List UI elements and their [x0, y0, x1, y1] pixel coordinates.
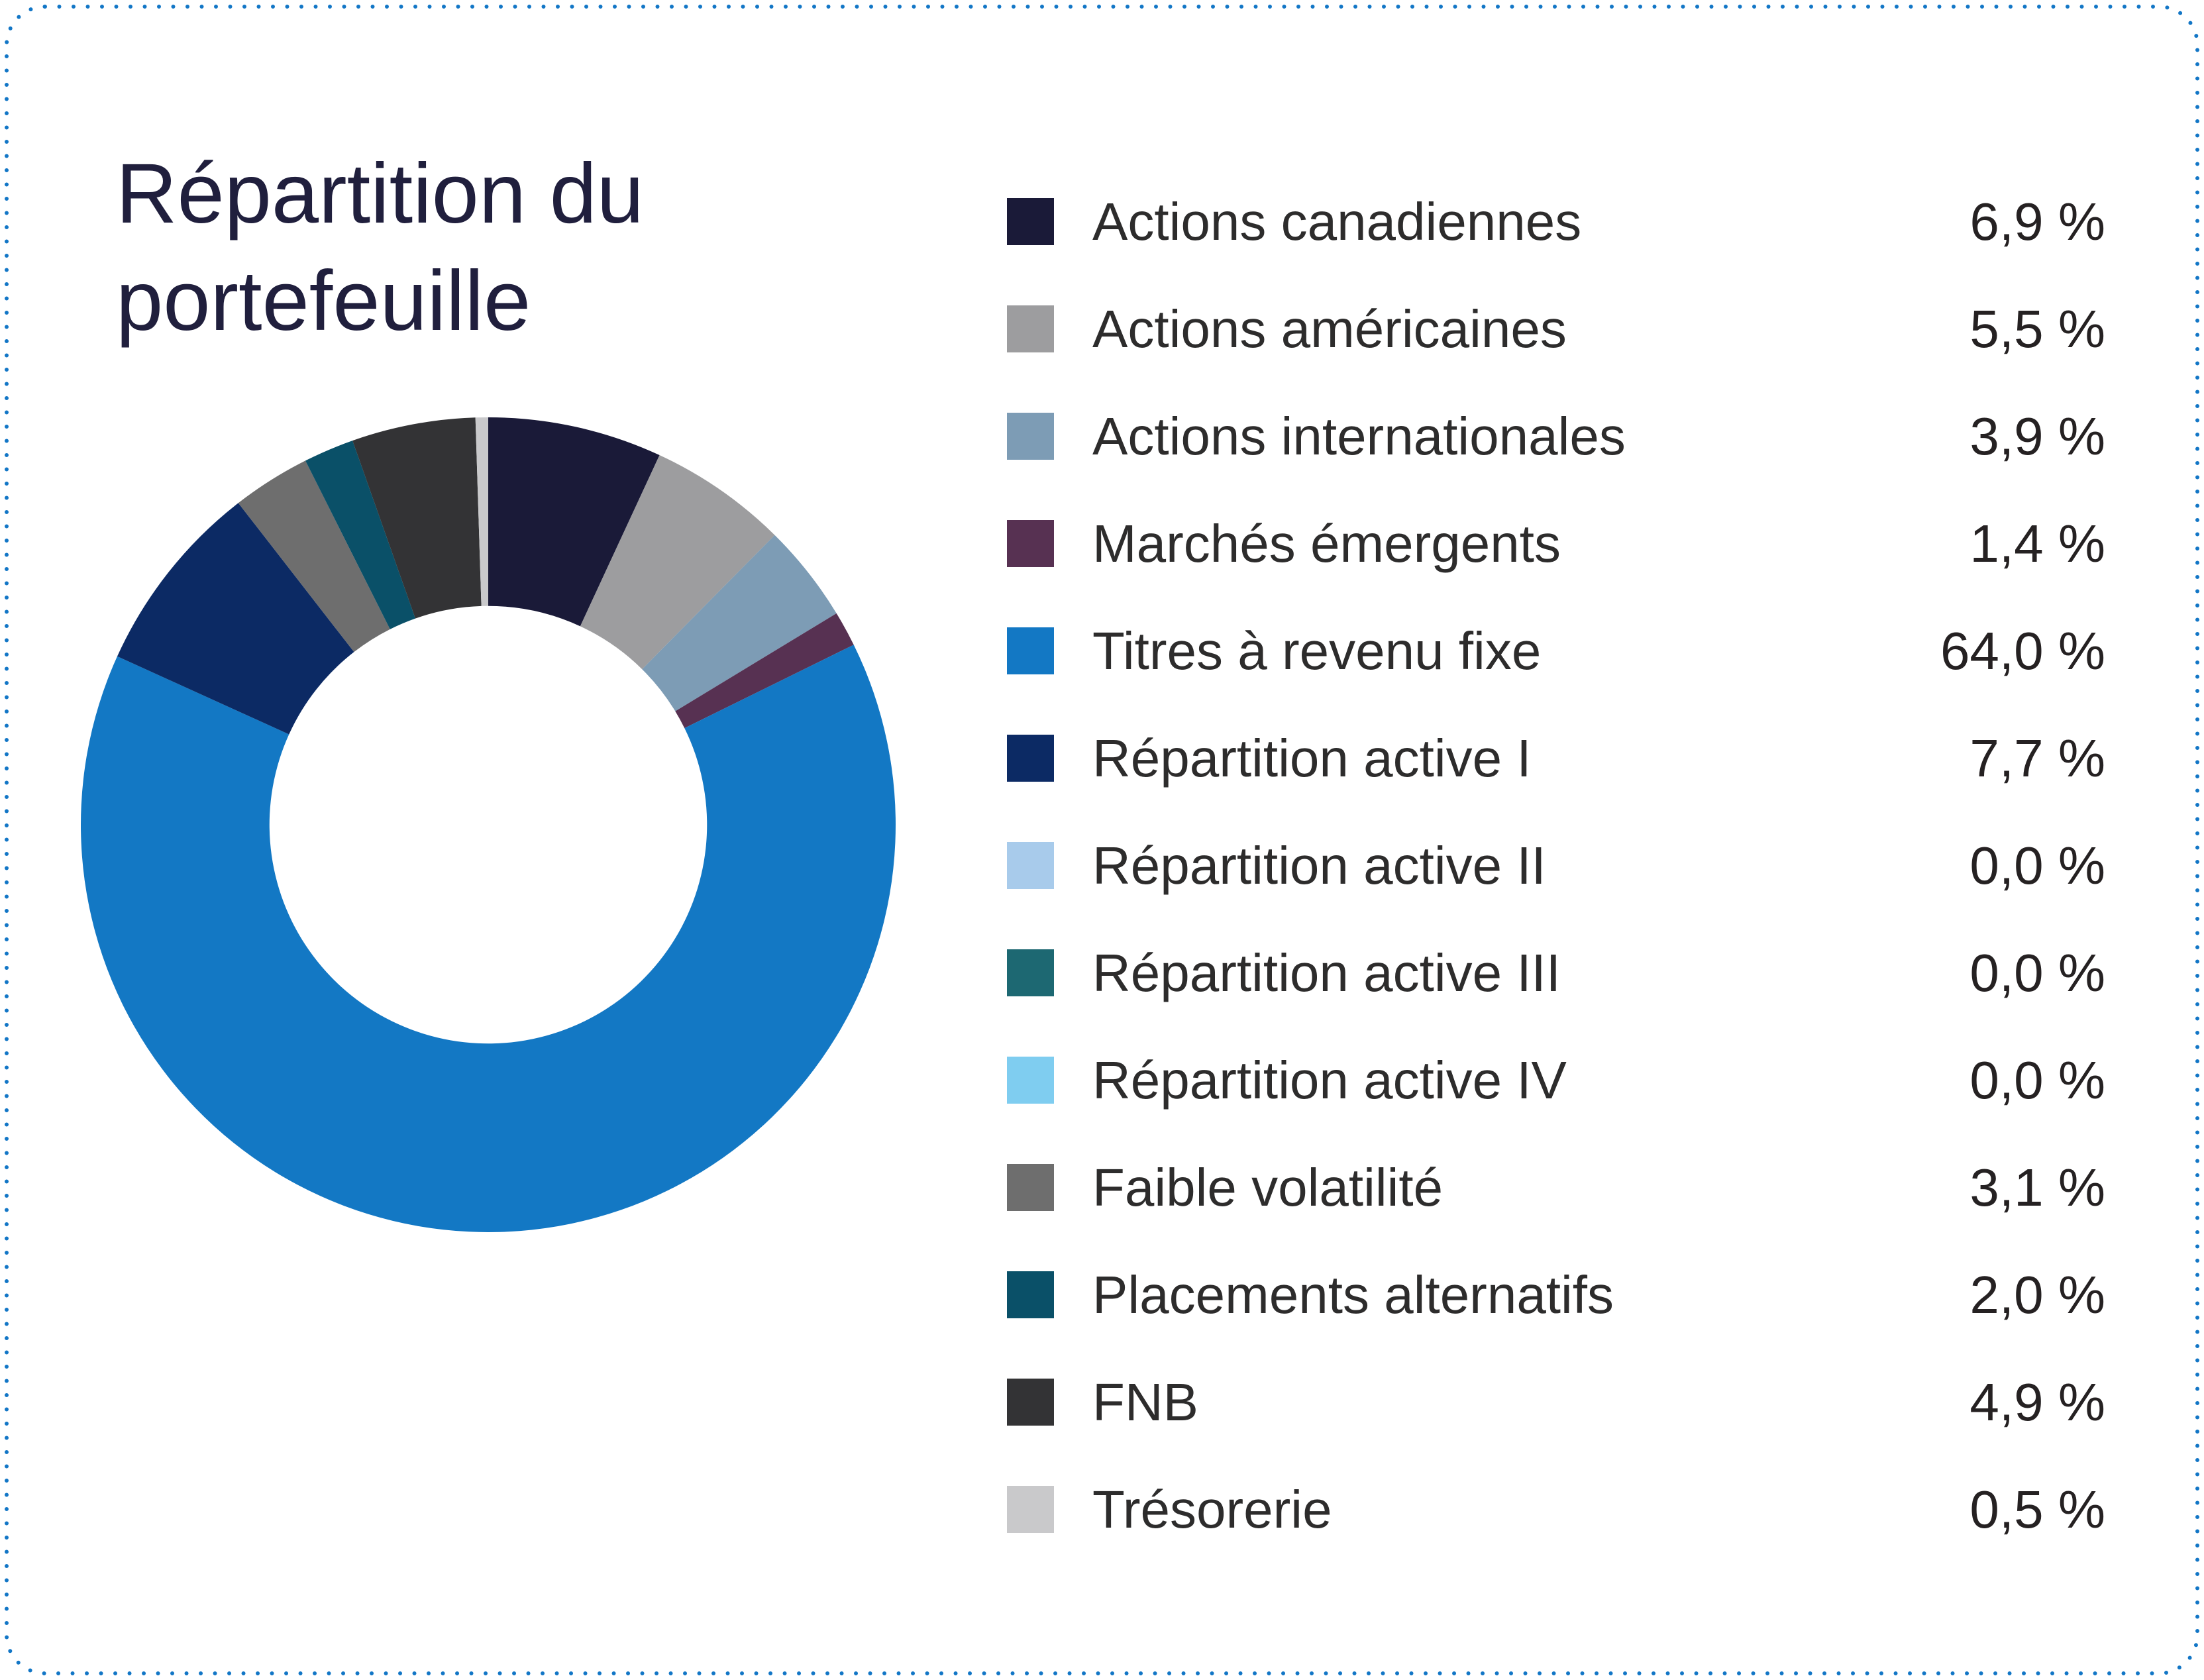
page-title: Répartition du portefeuille: [116, 140, 944, 355]
legend-label: Répartition active IV: [1092, 1050, 1567, 1110]
legend-label: Trésorerie: [1092, 1479, 1332, 1539]
legend-label: Répartition active III: [1092, 943, 1561, 1002]
legend-item: Actions internationales 3,9 %: [1007, 407, 2105, 466]
legend-swatch: [1007, 520, 1054, 567]
legend-item: Répartition active IV 0,0 %: [1007, 1051, 2105, 1110]
legend-swatch: [1007, 1486, 1054, 1533]
legend-label: Répartition active I: [1092, 728, 1532, 788]
donut-segment: [488, 417, 660, 627]
legend-label: Actions canadiennes: [1092, 191, 1582, 251]
legend-item: Actions canadiennes 6,9 %: [1007, 192, 2105, 251]
donut-segment: [642, 535, 837, 711]
page-title-line2: portefeuille: [116, 254, 531, 348]
legend-item: Trésorerie 0,5 %: [1007, 1480, 2105, 1539]
legend-swatch: [1007, 413, 1054, 460]
legend-item: Titres à revenu fixe 64,0 %: [1007, 621, 2105, 680]
legend-item: Actions américaines 5,5 %: [1007, 299, 2105, 358]
legend-label: FNB: [1092, 1372, 1198, 1432]
legend-value: 0,0 %: [1969, 1050, 2105, 1110]
donut-segment: [117, 503, 354, 735]
donut-chart-container: [80, 417, 896, 1232]
legend-swatch: [1007, 305, 1054, 352]
legend-label: Marchés émergents: [1092, 513, 1561, 573]
legend-item: Répartition active II 0,0 %: [1007, 836, 2105, 895]
legend-value: 0,5 %: [1969, 1479, 2105, 1539]
donut-segment: [675, 613, 854, 729]
legend-swatch: [1007, 949, 1054, 996]
legend-value: 2,0 %: [1969, 1265, 2105, 1324]
legend-label: Répartition active II: [1092, 835, 1546, 895]
legend-value: 1,4 %: [1969, 513, 2105, 573]
legend-value: 4,9 %: [1969, 1372, 2105, 1432]
legend-swatch: [1007, 1057, 1054, 1104]
legend-label: Placements alternatifs: [1092, 1265, 1614, 1324]
legend-value: 64,0 %: [1940, 621, 2105, 680]
legend-swatch: [1007, 627, 1054, 674]
legend-value: 6,9 %: [1969, 191, 2105, 251]
legend-swatch: [1007, 735, 1054, 782]
page-title-line1: Répartition du: [116, 146, 644, 241]
legend-label: Actions américaines: [1092, 299, 1567, 358]
legend-item: Répartition active I 7,7 %: [1007, 729, 2105, 788]
legend-label: Faible volatilité: [1092, 1157, 1443, 1217]
legend-label: Titres à revenu fixe: [1092, 621, 1542, 680]
legend-swatch: [1007, 1164, 1054, 1211]
legend-swatch: [1007, 198, 1054, 245]
donut-segment: [305, 441, 415, 629]
legend-swatch: [1007, 1379, 1054, 1426]
legend-item: Marchés émergents 1,4 %: [1007, 514, 2105, 573]
donut-segment: [80, 645, 896, 1232]
legend-swatch: [1007, 1271, 1054, 1318]
donut-segment: [352, 417, 482, 619]
legend-value: 3,9 %: [1969, 406, 2105, 466]
legend: Actions canadiennes 6,9 % Actions américai…: [1007, 192, 2105, 1539]
legend-value: 7,7 %: [1969, 728, 2105, 788]
legend-item: Placements alternatifs 2,0 %: [1007, 1265, 2105, 1324]
legend-item: FNB 4,9 %: [1007, 1373, 2105, 1432]
legend-value: 5,5 %: [1969, 299, 2105, 358]
legend-label: Actions internationales: [1092, 406, 1626, 466]
donut-segment: [238, 460, 390, 653]
legend-item: Répartition active III 0,0 %: [1007, 943, 2105, 1002]
legend-value: 0,0 %: [1969, 835, 2105, 895]
donut-segment: [580, 455, 775, 670]
donut-chart: [80, 417, 896, 1232]
legend-value: 3,1 %: [1969, 1157, 2105, 1217]
legend-item: Faible volatilité 3,1 %: [1007, 1158, 2105, 1217]
legend-value: 0,0 %: [1969, 943, 2105, 1002]
legend-swatch: [1007, 842, 1054, 889]
donut-segment: [475, 417, 488, 606]
